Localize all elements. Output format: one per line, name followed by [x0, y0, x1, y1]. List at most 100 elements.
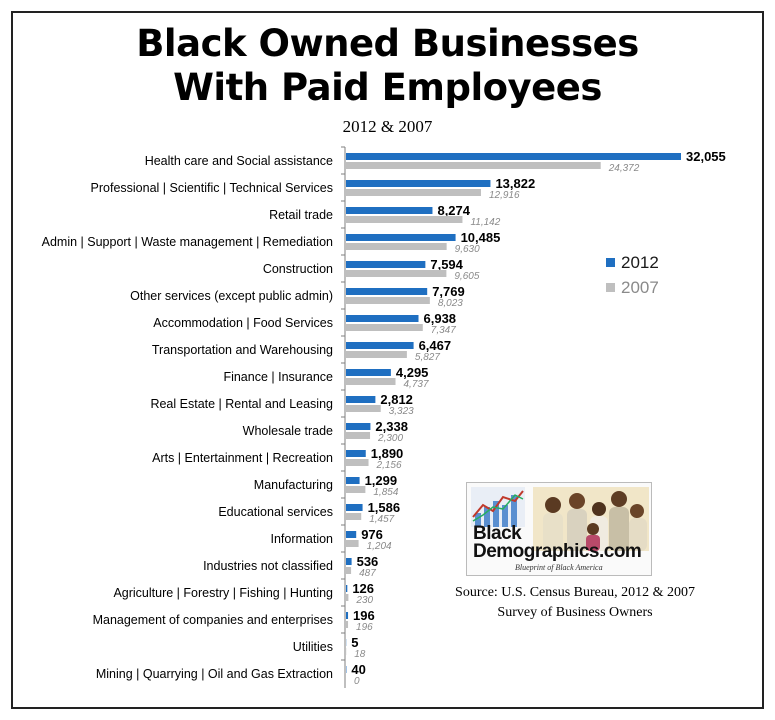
bar-2012 [346, 342, 414, 349]
logo-tagline: Blueprint of Black America [515, 563, 603, 572]
logo-text-line-2: Demographics.com [473, 541, 642, 562]
data-label-2007: 4,737 [404, 379, 429, 390]
legend-item-2012: 2012 [606, 250, 659, 275]
category-label: Construction [263, 262, 333, 276]
legend-item-2007: 2007 [606, 275, 659, 300]
bar-2007 [346, 351, 407, 358]
bar-2007 [346, 432, 371, 439]
data-label-2012: 126 [352, 581, 374, 596]
data-label-2007: 24,372 [608, 163, 640, 174]
data-label-2007: 9,630 [455, 244, 480, 255]
bar-2012 [346, 531, 357, 538]
bar-2012 [346, 585, 348, 592]
bar-2012 [346, 315, 419, 322]
data-label-2007: 7,347 [431, 325, 456, 336]
data-label-2012: 196 [353, 608, 375, 623]
legend-swatch-2007 [606, 283, 615, 292]
data-label-2007: 2,300 [377, 433, 403, 444]
source-line-2: Survey of Business Owners [497, 605, 653, 620]
bar-2007 [346, 297, 430, 304]
category-label: Industries not classified [203, 559, 333, 573]
legend-swatch-2012 [606, 258, 615, 267]
data-label-2012: 2,812 [380, 392, 413, 407]
category-label: Manufacturing [254, 478, 333, 492]
bar-2012 [346, 234, 456, 241]
bar-2012 [346, 207, 433, 214]
bar-2007 [346, 270, 447, 277]
data-label-2012: 8,274 [437, 203, 470, 218]
data-label-2007: 9,605 [454, 271, 479, 282]
category-label: Professional | Scientific | Technical Se… [91, 181, 333, 195]
bar-2012 [346, 369, 391, 376]
bar-2007 [346, 594, 349, 601]
title-line-1: Black Owned Businesses [136, 22, 639, 65]
chart-title: Black Owned Businesses With Paid Employe… [0, 22, 775, 110]
data-label-2007: 12,916 [489, 190, 520, 201]
data-label-2007: 0 [354, 676, 360, 687]
bar-2007 [346, 540, 359, 547]
category-label: Agriculture | Forestry | Fishing | Hunti… [113, 586, 333, 600]
category-label: Transportation and Warehousing [152, 343, 333, 357]
bar-2007 [346, 243, 447, 250]
category-label: Arts | Entertainment | Recreation [152, 451, 333, 465]
data-label-2007: 1,457 [369, 514, 394, 525]
bar-2007 [346, 162, 601, 169]
bar-2012 [346, 504, 363, 511]
data-label-2012: 976 [361, 527, 383, 542]
bar-2012 [346, 477, 360, 484]
bar-2007 [346, 567, 352, 574]
bar-2007 [346, 405, 381, 412]
bar-2012 [346, 288, 428, 295]
bar-2012 [346, 153, 681, 160]
data-label-2012: 1,299 [365, 473, 398, 488]
category-label: Management of companies and enterprises [93, 613, 333, 627]
logo-text-line-1: Black [473, 523, 522, 544]
bar-2007 [346, 459, 369, 466]
data-label-2007: 487 [359, 568, 376, 579]
bar-2012 [346, 423, 371, 430]
data-label-2012: 1,586 [368, 500, 401, 515]
legend-label-2007: 2007 [621, 277, 659, 297]
data-label-2012: 10,485 [461, 230, 501, 245]
data-label-2012: 7,594 [430, 257, 463, 272]
data-label-2012: 1,890 [371, 446, 404, 461]
data-label-2007: 230 [355, 595, 373, 606]
category-label: Admin | Support | Waste management | Rem… [42, 235, 333, 249]
source-note: Source: U.S. Census Bureau, 2012 & 2007 … [440, 583, 710, 623]
data-label-2012: 40 [351, 662, 365, 677]
category-label: Real Estate | Rental and Leasing [150, 397, 333, 411]
data-label-2012: 2,338 [375, 419, 408, 434]
bar-2007 [346, 513, 362, 520]
data-label-2007: 1,204 [367, 541, 392, 552]
bar-2007 [346, 486, 366, 493]
black-demographics-logo: Black Demographics.com Blueprint of Blac… [466, 482, 652, 576]
data-label-2012: 5 [351, 635, 358, 650]
data-label-2012: 13,822 [495, 176, 535, 191]
data-label-2007: 196 [356, 622, 373, 633]
bar-2012 [346, 180, 491, 187]
category-label: Information [270, 532, 333, 546]
legend-label-2012: 2012 [621, 252, 659, 272]
data-label-2007: 2,156 [376, 460, 402, 471]
data-label-2007: 11,142 [470, 217, 500, 228]
logo-family-photo-icon [533, 487, 649, 551]
data-label-2012: 536 [357, 554, 379, 569]
data-label-2012: 7,769 [432, 284, 465, 299]
data-label-2012: 32,055 [686, 149, 726, 164]
bar-2012 [346, 450, 366, 457]
category-label: Mining | Quarrying | Oil and Gas Extract… [96, 667, 333, 681]
data-label-2007: 18 [354, 649, 366, 660]
bar-2012 [346, 558, 352, 565]
data-label-2012: 6,467 [419, 338, 452, 353]
chart-subtitle: 2012 & 2007 [342, 117, 433, 136]
bar-2012 [346, 396, 376, 403]
data-label-2007: 3,323 [389, 406, 414, 417]
category-label: Educational services [218, 505, 333, 519]
category-label: Utilities [293, 640, 333, 654]
data-label-2012: 6,938 [424, 311, 457, 326]
category-label: Other services (except public admin) [130, 289, 333, 303]
bar-2012 [346, 261, 426, 268]
bar-2007 [346, 189, 481, 196]
bar-2007 [346, 324, 423, 331]
